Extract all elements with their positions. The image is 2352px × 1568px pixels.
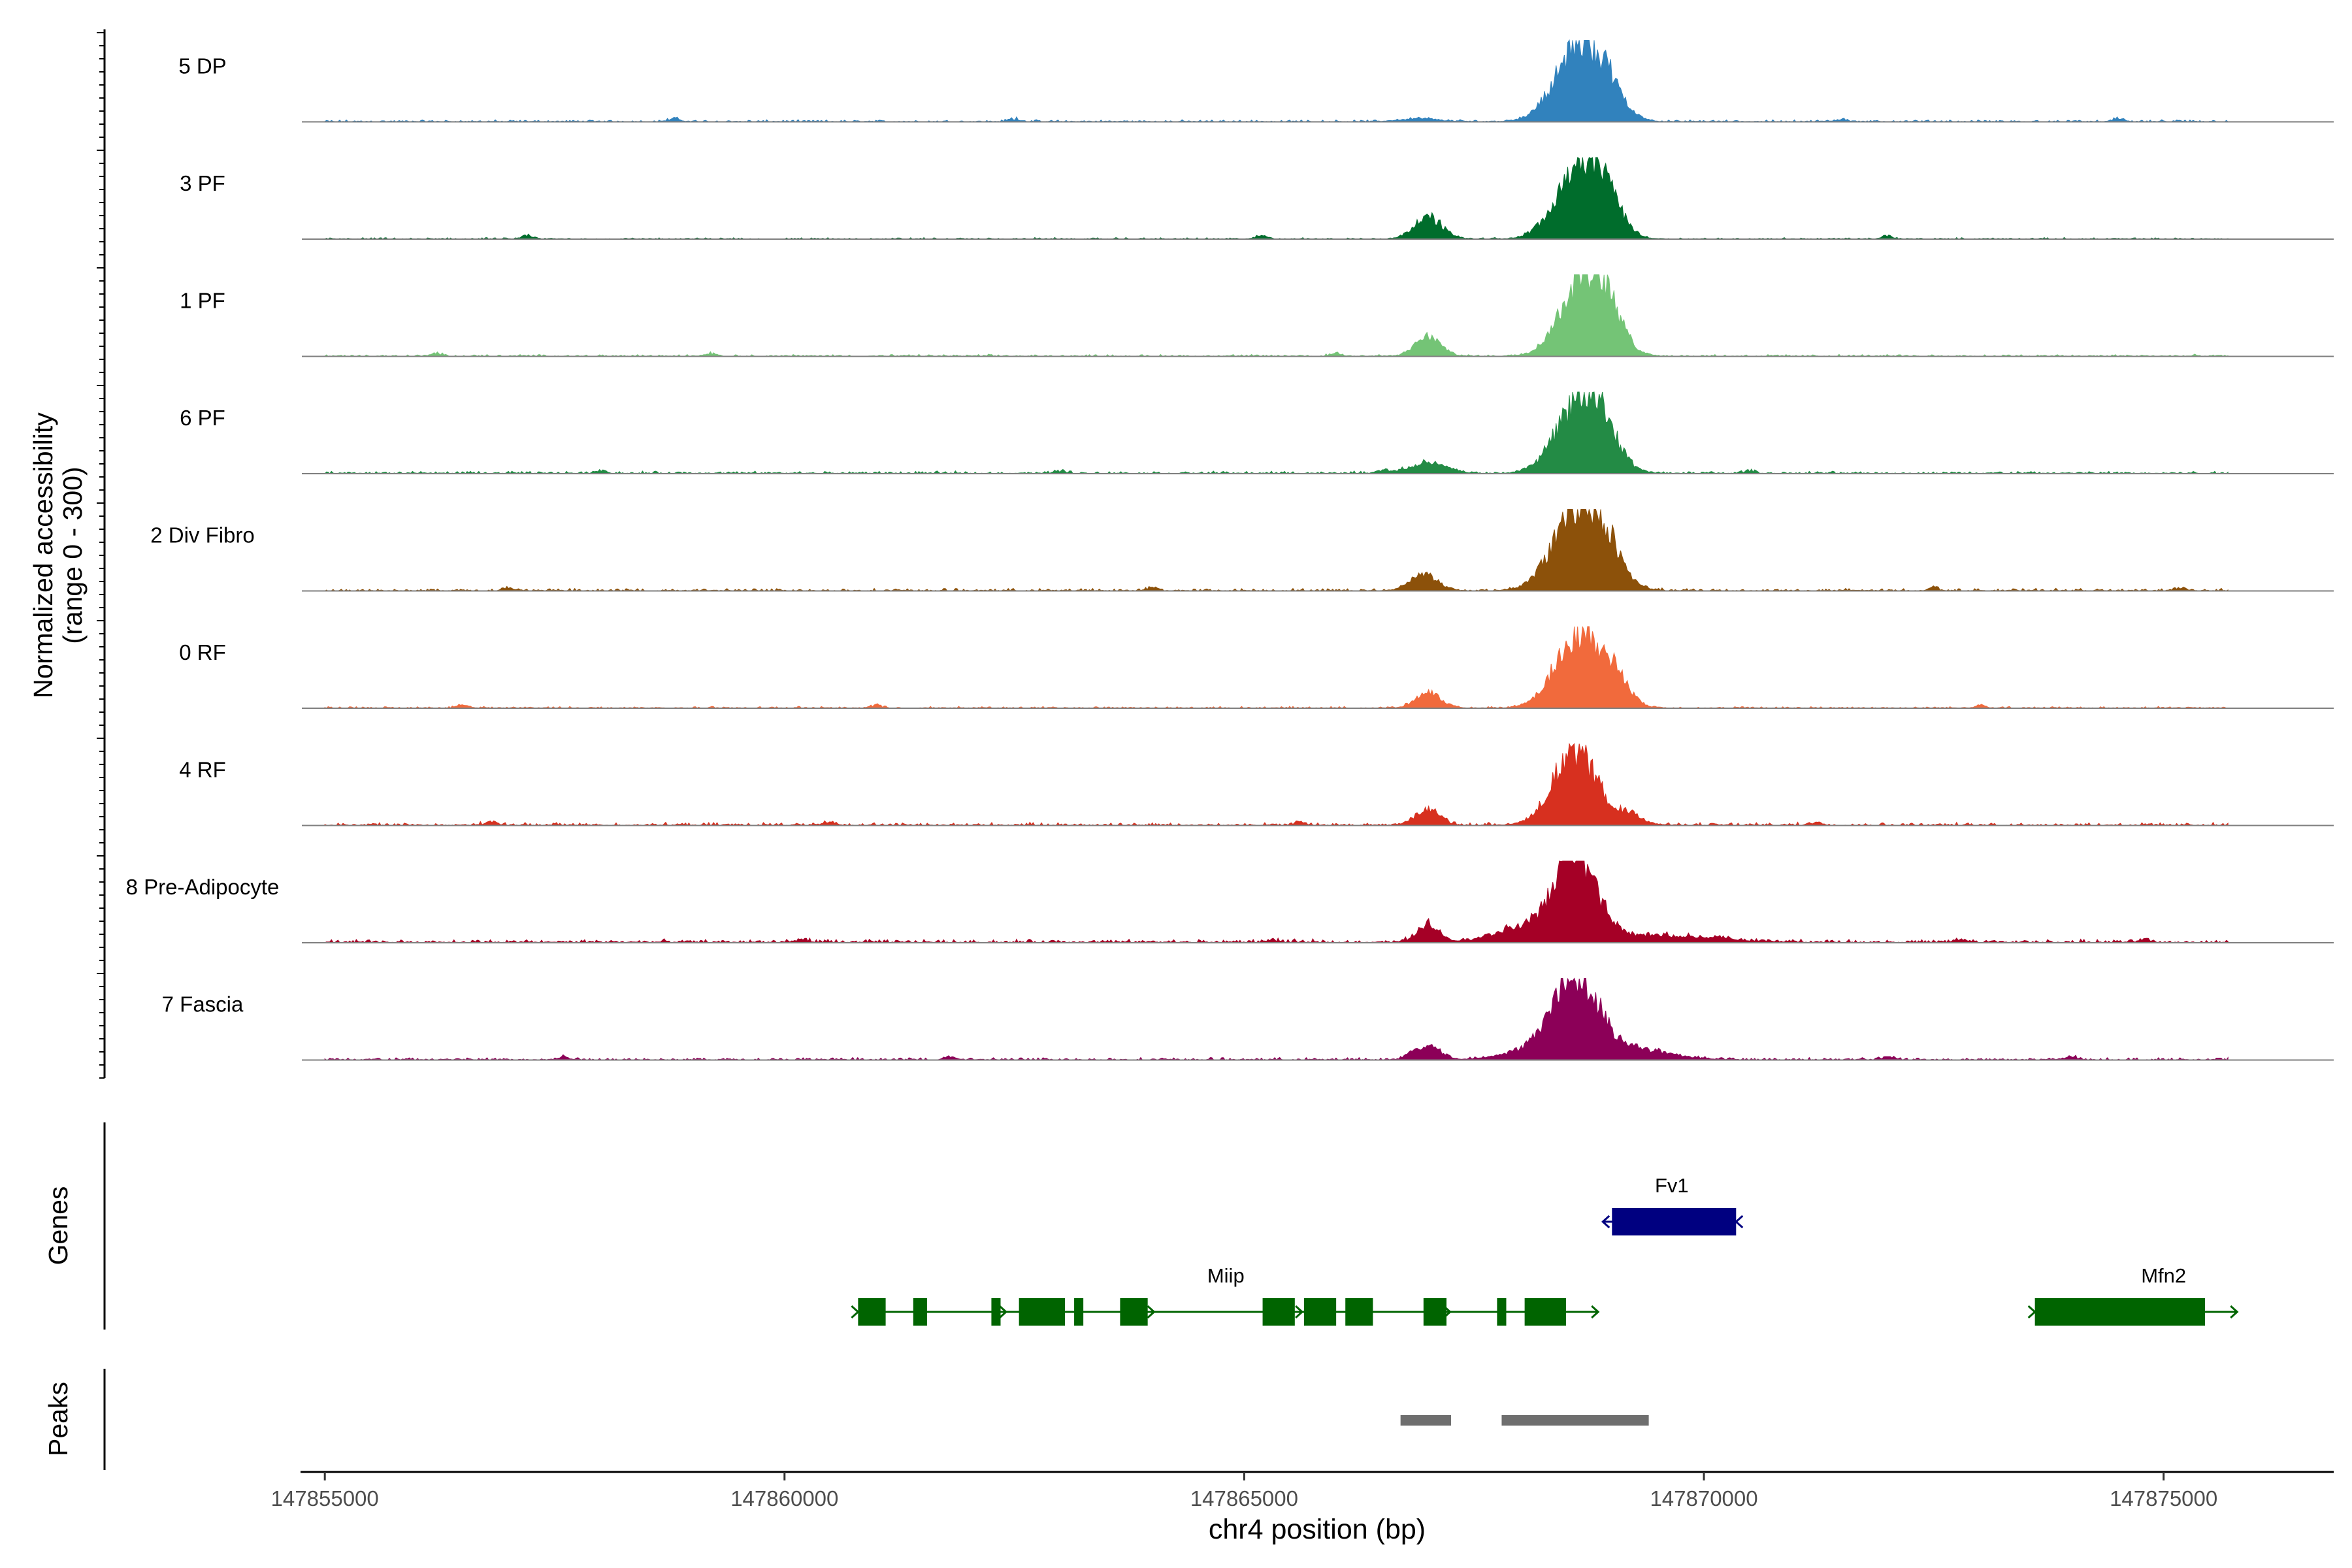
track-3-pf: 3 PF bbox=[180, 157, 2334, 240]
peak-region bbox=[1501, 1415, 1649, 1426]
gene-label: Miip bbox=[1207, 1264, 1245, 1287]
gene-label: Fv1 bbox=[1655, 1174, 1689, 1197]
y-axis-label-line1: Normalized accessibility bbox=[28, 412, 58, 698]
x-tick-label: 147870000 bbox=[1650, 1486, 1757, 1511]
coverage-y-ticks bbox=[97, 32, 105, 1079]
coverage-area-0-rf bbox=[324, 626, 2229, 709]
strand-arrow bbox=[851, 1305, 860, 1319]
exon bbox=[1262, 1298, 1295, 1326]
coverage-area-5-dp bbox=[324, 39, 2229, 123]
strand-arrow bbox=[1295, 1305, 1304, 1319]
track-4-rf: 4 RF bbox=[179, 742, 2334, 826]
track-label: 1 PF bbox=[180, 289, 225, 313]
peak-regions bbox=[1400, 1415, 1649, 1426]
track-label: 5 DP bbox=[178, 54, 226, 78]
exon bbox=[1019, 1298, 1066, 1326]
x-axis-label: chr4 position (bp) bbox=[1209, 1514, 1426, 1545]
peaks-panel: Peaks bbox=[43, 1369, 1649, 1470]
track-8-pre-adipocyte: 8 Pre-Adipocyte bbox=[126, 860, 2334, 944]
exon bbox=[991, 1298, 1001, 1326]
coverage-area-8-pre-adipocyte bbox=[324, 860, 2229, 944]
track-label: 2 Div Fibro bbox=[150, 523, 255, 547]
exon bbox=[1120, 1298, 1148, 1326]
exon bbox=[1303, 1298, 1337, 1326]
exon bbox=[1524, 1298, 1566, 1326]
exon bbox=[1074, 1298, 1084, 1326]
strand-arrow bbox=[2230, 1305, 2239, 1319]
track-label: 6 PF bbox=[180, 406, 225, 430]
track-5-dp: 5 DP bbox=[178, 39, 2334, 123]
coverage-area-4-rf bbox=[324, 742, 2229, 826]
track-label: 7 Fascia bbox=[162, 992, 244, 1017]
strand-arrow bbox=[1147, 1305, 1156, 1319]
gene-mfn2: Mfn2 bbox=[2027, 1264, 2239, 1326]
track-7-fascia: 7 Fascia bbox=[162, 977, 2334, 1061]
gene-label: Mfn2 bbox=[2141, 1264, 2186, 1287]
coverage-area-3-pf bbox=[324, 157, 2229, 240]
track-label: 4 RF bbox=[179, 758, 226, 782]
exon bbox=[1423, 1298, 1447, 1326]
peak-region bbox=[1400, 1415, 1452, 1426]
x-tick-label: 147875000 bbox=[2110, 1486, 2217, 1511]
x-tick-label: 147865000 bbox=[1190, 1486, 1298, 1511]
exon bbox=[858, 1298, 886, 1326]
track-6-pf: 6 PF bbox=[180, 391, 2334, 474]
coverage-area-1-pf bbox=[324, 274, 2229, 357]
strand-arrow bbox=[1735, 1215, 1744, 1229]
genes-panel-label: Genes bbox=[43, 1186, 73, 1266]
gene-models: Fv1 Miip Mfn2 bbox=[851, 1174, 2239, 1326]
strand-arrow bbox=[1601, 1215, 1610, 1229]
strand-arrow bbox=[998, 1305, 1008, 1319]
track-label: 0 RF bbox=[179, 640, 226, 664]
coverage-area-6-pf bbox=[324, 391, 2229, 474]
track-label: 8 Pre-Adipocyte bbox=[126, 875, 280, 899]
strand-arrow bbox=[1591, 1305, 1600, 1319]
x-tick-label: 147860000 bbox=[730, 1486, 838, 1511]
exon bbox=[1497, 1298, 1507, 1326]
strand-arrow bbox=[2027, 1305, 2036, 1319]
exon bbox=[1612, 1208, 1737, 1235]
exon bbox=[913, 1298, 927, 1326]
coverage-panel: Normalized accessibility (range 0 - 300)… bbox=[28, 29, 2334, 1079]
gene-miip: Miip bbox=[851, 1264, 1600, 1326]
x-axis: 147855000 147860000 147865000 147870000 1478… bbox=[271, 1471, 2334, 1545]
x-ticks: 147855000 147860000 147865000 147870000 1478… bbox=[271, 1472, 2217, 1511]
coverage-area-7-fascia bbox=[324, 977, 2229, 1061]
exon bbox=[2034, 1298, 2205, 1326]
peaks-panel-label: Peaks bbox=[43, 1382, 73, 1456]
track-2-div-fibro: 2 Div Fibro bbox=[150, 509, 2334, 592]
coverage-area-2-div-fibro bbox=[323, 509, 2229, 592]
exon bbox=[1345, 1298, 1373, 1326]
y-axis-label-line2: (range 0 - 300) bbox=[57, 466, 88, 644]
coverage-tracks: 5 DP 3 PF 1 PF 6 PF 2 Div Fibro 0 RF 4 RF 8 Pre… bbox=[126, 39, 2334, 1061]
track-0-rf: 0 RF bbox=[179, 626, 2334, 709]
track-label: 3 PF bbox=[180, 171, 225, 195]
track-1-pf: 1 PF bbox=[180, 274, 2334, 357]
gene-fv1: Fv1 bbox=[1601, 1174, 1744, 1235]
genes-panel: Genes Fv1 Miip Mfn2 bbox=[43, 1122, 2239, 1330]
x-tick-label: 147855000 bbox=[271, 1486, 379, 1511]
